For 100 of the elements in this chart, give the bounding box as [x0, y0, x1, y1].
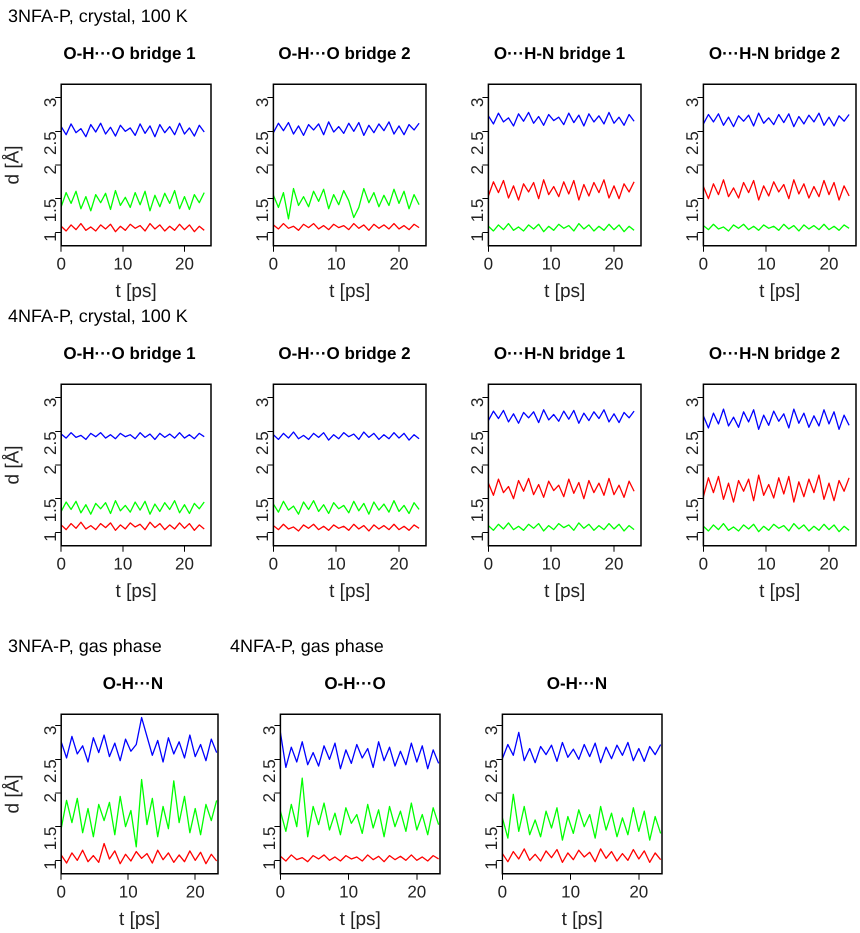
y-tick-label: 2 [40, 792, 60, 802]
x-tick-label: 0 [484, 554, 494, 574]
y-tick-label: 2.5 [683, 131, 702, 155]
y-tick-label: 2.5 [40, 759, 60, 783]
y-axis-title: d [Å] [2, 774, 24, 814]
text: 4NFA-P, gas phase [230, 636, 384, 657]
x-tick-label: 0 [484, 254, 494, 274]
y-tick-label: 2 [40, 165, 60, 174]
x-tick-label: 20 [390, 254, 408, 274]
x-tick-label: 10 [756, 254, 776, 274]
chart-title: O···H-N bridge 2 [708, 344, 842, 364]
y-tick-label: 2.5 [468, 131, 488, 155]
y-tick-label: 1 [468, 232, 488, 242]
y-tick-label: 2 [253, 165, 272, 174]
y-tick-label: 1.5 [253, 498, 272, 522]
y-tick-label: 1.5 [40, 498, 60, 522]
x-tick-label: 20 [186, 882, 205, 902]
x-tick-label: 0 [498, 882, 508, 902]
x-tick-label: 20 [604, 254, 624, 274]
y-tick-label: 2 [260, 792, 280, 802]
x-tick-label: 10 [118, 882, 138, 902]
x-axis-title: t [ps] [116, 280, 157, 302]
y-tick-label: 2 [468, 465, 488, 474]
x-tick-label: 10 [326, 254, 346, 274]
y-tick-label: 1 [260, 860, 280, 870]
x-axis-title: t [ps] [116, 580, 157, 602]
y-tick-label: 1.5 [683, 198, 702, 222]
chart-title: O-H···O bridge 1 [62, 44, 197, 64]
y-tick-label: 3 [260, 726, 280, 736]
y-tick-label: 2 [683, 165, 702, 174]
y-tick-label: 3 [683, 398, 702, 408]
y-tick-label: 1 [253, 232, 272, 242]
x-axis-title: t [ps] [340, 908, 381, 930]
y-tick-label: 3 [683, 98, 702, 108]
chart-title: O-H···O bridge 1 [62, 344, 197, 364]
text: 3NFA-P, crystal, 100 K [8, 6, 188, 27]
x-tick-label: 20 [175, 254, 194, 274]
y-tick-label: 2 [253, 465, 272, 474]
y-tick-label: 1 [482, 860, 502, 870]
y-tick-label: 3 [40, 726, 60, 736]
chart-title: O-H···O bridge 2 [277, 44, 412, 64]
x-tick-label: 10 [326, 554, 346, 574]
x-tick-label: 0 [56, 554, 66, 574]
y-tick-label: 1 [40, 532, 60, 542]
chart-title: O···H-N bridge 2 [708, 44, 842, 64]
x-tick-label: 10 [542, 254, 561, 274]
x-tick-label: 20 [407, 882, 426, 902]
y-tick-label: 1.5 [683, 498, 702, 522]
x-tick-label: 20 [604, 554, 624, 574]
y-tick-label: 3 [468, 98, 488, 108]
x-tick-label: 0 [56, 254, 66, 274]
x-axis-title: t [ps] [544, 580, 586, 602]
chart-title: O-H···N [102, 674, 164, 694]
y-tick-label: 1 [253, 532, 272, 542]
y-tick-label: 1.5 [40, 826, 60, 850]
y-tick-label: 2 [468, 165, 488, 174]
x-tick-label: 0 [56, 882, 66, 902]
x-tick-label: 10 [113, 254, 132, 274]
y-tick-label: 1 [40, 860, 60, 870]
y-tick-label: 1.5 [253, 198, 272, 222]
y-tick-label: 3 [253, 398, 272, 408]
y-tick-label: 2 [683, 465, 702, 474]
y-tick-label: 2.5 [260, 759, 280, 783]
y-tick-label: 1.5 [482, 826, 502, 850]
y-tick-label: 1 [683, 232, 702, 242]
x-tick-label: 10 [113, 554, 132, 574]
y-tick-label: 1 [40, 232, 60, 242]
x-tick-label: 20 [820, 554, 838, 574]
y-tick-label: 3 [482, 726, 502, 736]
x-tick-label: 20 [820, 254, 838, 274]
x-axis-title: t [ps] [562, 908, 603, 930]
y-tick-label: 3 [40, 398, 60, 408]
x-tick-label: 0 [698, 554, 708, 574]
x-tick-label: 0 [698, 254, 708, 274]
y-tick-label: 2.5 [40, 131, 60, 155]
chart-title: O-H···O [323, 674, 387, 694]
x-tick-label: 20 [629, 882, 648, 902]
y-tick-label: 3 [40, 98, 60, 108]
chart-title: O-H···O bridge 2 [277, 344, 412, 364]
x-axis-title: t [ps] [544, 280, 586, 302]
y-tick-label: 2 [482, 792, 502, 802]
x-tick-label: 20 [175, 554, 194, 574]
x-tick-label: 10 [542, 554, 561, 574]
x-axis-title: t [ps] [759, 580, 800, 602]
x-axis-title: t [ps] [329, 580, 370, 602]
x-tick-label: 10 [756, 554, 776, 574]
x-tick-label: 10 [339, 882, 358, 902]
y-tick-label: 1 [683, 532, 702, 542]
x-tick-label: 10 [561, 882, 580, 902]
text: 4NFA-P, crystal, 100 K [8, 306, 188, 327]
chart-title: O-H···N [546, 674, 608, 694]
x-axis-title: t [ps] [119, 908, 160, 930]
y-tick-label: 1.5 [468, 198, 488, 222]
x-axis-title: t [ps] [759, 280, 800, 302]
chart-title: O···H-N bridge 1 [492, 44, 626, 64]
y-tick-label: 1.5 [40, 198, 60, 222]
y-tick-label: 2.5 [253, 131, 272, 155]
y-axis-title: d [Å] [2, 145, 24, 185]
y-tick-label: 2.5 [683, 431, 702, 455]
y-tick-label: 3 [468, 398, 488, 408]
